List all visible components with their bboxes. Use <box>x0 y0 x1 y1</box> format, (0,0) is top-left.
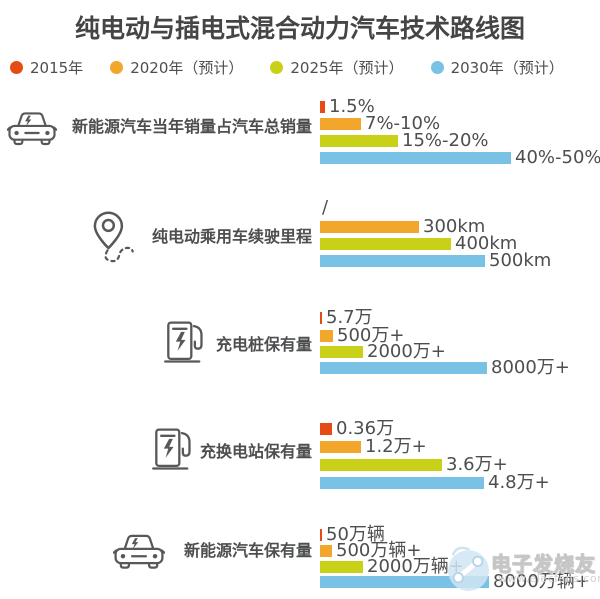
bar-row: 500万辆+ <box>320 542 421 560</box>
bar-2025 <box>320 459 442 471</box>
legend-item: 2015年 <box>10 57 83 78</box>
bar-row: / <box>320 199 328 217</box>
car-icon <box>113 530 165 572</box>
bar-2025 <box>320 346 363 358</box>
bar-value-label: 500km <box>489 250 552 271</box>
legend-dot-icon <box>110 61 124 74</box>
bar-row: 0.36万 <box>320 420 394 438</box>
legend-dot-icon <box>270 61 284 74</box>
bar-value-label: 7%-10% <box>365 113 441 134</box>
bar-2015 <box>320 312 322 324</box>
bar-2020 <box>320 330 333 342</box>
bar-value-label: / <box>322 197 329 218</box>
bar-row: 8000万+ <box>320 359 570 377</box>
bar-value-label: 0.36万 <box>336 418 395 439</box>
bar-value-label: 40%-50% <box>515 147 600 168</box>
legend-item-label: 2025年（预计） <box>290 59 404 77</box>
bar-value-label: 5.7万 <box>326 307 373 328</box>
bar-row: 1.2万+ <box>320 438 427 456</box>
watermark-url: www.elecfans.com <box>498 572 600 585</box>
page-title: 纯电动与插电式混合动力汽车技术路线图 <box>74 14 525 43</box>
legend-dot-icon <box>10 61 23 74</box>
legend-item-label: 2015年 <box>30 59 84 77</box>
legend: 2015年 2020年（预计） 2025年（预计） 2030年（预计） <box>10 57 596 78</box>
bar-row: 7%-10% <box>320 115 440 133</box>
bar-2025 <box>320 238 451 250</box>
group-label: 新能源汽车当年销量占汽车总销量 <box>71 117 312 136</box>
bar-row: 2000万辆+ <box>320 558 464 576</box>
bar-value-label: 2000万辆+ <box>367 556 464 577</box>
bar-row: 4.8万+ <box>320 474 550 492</box>
group-label: 纯电动乘用车续驶里程 <box>151 227 312 246</box>
bar-row: 5.7万 <box>320 309 373 327</box>
bar-row: 3.6万+ <box>320 456 508 474</box>
legend-item: 2030年（预计） <box>430 57 564 78</box>
charging-pile-icon <box>163 320 209 365</box>
bar-value-label: 1.2万+ <box>365 436 427 457</box>
group-label: 充电桩保有量 <box>215 335 312 354</box>
bar-2030 <box>320 362 487 374</box>
bar-2030 <box>320 255 485 267</box>
bar-2020 <box>320 118 361 130</box>
group-label: 充换电站保有量 <box>199 442 312 461</box>
group-label: 新能源汽车保有量 <box>183 541 312 560</box>
bar-row: 40%-50% <box>320 149 600 167</box>
bar-row: 50万辆 <box>320 526 385 544</box>
bar-value-label: 400km <box>455 233 518 254</box>
bar-value-label: 1.5% <box>329 96 375 117</box>
bar-2020 <box>320 221 419 233</box>
bar-row: 500km <box>320 252 551 270</box>
bar-row: 15%-20% <box>320 132 489 150</box>
location-pin-icon <box>92 210 146 264</box>
bar-value-label: 2000万+ <box>367 341 446 362</box>
bar-row: 8000万辆+ <box>320 573 590 591</box>
bar-value-label: 500万+ <box>337 325 405 346</box>
legend-item-label: 2020年（预计） <box>130 59 244 77</box>
bar-2020 <box>320 441 361 453</box>
bar-2015 <box>320 101 325 113</box>
charging-station-icon <box>151 427 197 472</box>
bar-row: 400km <box>320 235 517 253</box>
bar-value-label: 8000万+ <box>491 357 570 378</box>
car-icon <box>7 106 57 150</box>
bar-2015 <box>320 529 322 541</box>
bar-value-label: 50万辆 <box>326 524 385 545</box>
bar-value-label: 8000万辆+ <box>493 571 590 592</box>
bar-value-label: 15%-20% <box>402 130 489 151</box>
elecfans-logo-icon <box>444 543 493 592</box>
legend-item: 2025年（预计） <box>270 57 404 78</box>
bar-value-label: 500万辆+ <box>336 540 422 561</box>
bar-2030 <box>320 152 511 164</box>
bar-value-label: 300km <box>423 216 486 237</box>
bar-2025 <box>320 561 363 573</box>
bar-2030 <box>320 576 489 588</box>
legend-dot-icon <box>430 61 444 74</box>
legend-item-label: 2030年（预计） <box>450 59 564 77</box>
bar-row: 1.5% <box>320 98 375 116</box>
bar-2025 <box>320 135 398 147</box>
legend-item: 2020年（预计） <box>110 57 243 78</box>
bar-2030 <box>320 477 484 489</box>
bar-2020 <box>320 545 332 557</box>
bar-row: 2000万+ <box>320 343 446 361</box>
bar-2015 <box>320 423 332 435</box>
bar-value-label: 4.8万+ <box>488 472 550 493</box>
watermark-brand: 电子发烧友 <box>491 552 596 577</box>
bar-row: 500万+ <box>320 327 404 345</box>
bar-value-label: 3.6万+ <box>446 454 508 475</box>
bar-row: 300km <box>320 218 485 236</box>
